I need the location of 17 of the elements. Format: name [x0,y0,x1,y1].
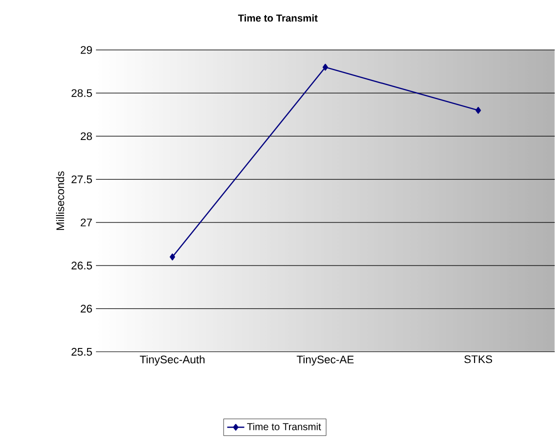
y-tick-label: 25.5 [72,348,92,356]
y-tick-label: 27 [80,218,92,226]
chart-title: Time to Transmit [238,14,318,22]
y-tick-label: 29 [80,46,92,54]
point [476,107,481,114]
x-tick-label: TinySec-AE [296,355,354,366]
y-tick-label: 28 [80,132,92,140]
point [170,254,176,260]
y-tick-label: 26 [80,304,92,313]
x-tick-label: STKS [464,355,492,364]
y-axis-title: Milliseconds [56,171,64,230]
y-tick-label: 28.5 [72,89,92,98]
y-tick-label: 27.5 [72,176,92,184]
y-tick-label: 26.5 [72,262,92,270]
point [322,64,328,71]
legend-label: Time to Transmit [247,423,322,430]
x-tick-label: TinySec-Auth [140,355,204,366]
